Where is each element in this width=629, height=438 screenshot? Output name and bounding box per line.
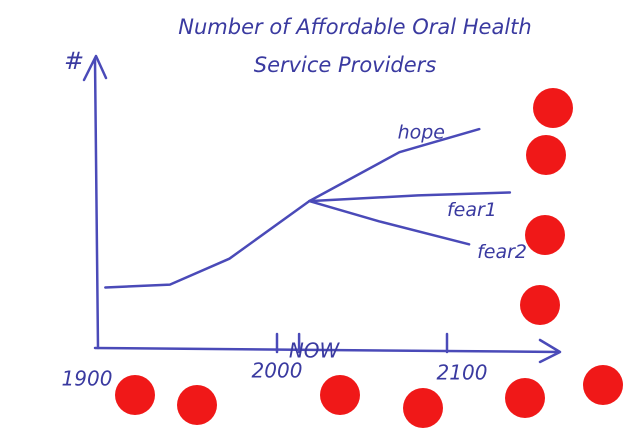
chart-title: Number of Affordable Oral Health bbox=[178, 15, 531, 39]
line bbox=[308, 191, 512, 203]
sticker bbox=[403, 388, 443, 428]
sticker bbox=[526, 135, 566, 175]
sticker bbox=[320, 375, 360, 415]
line bbox=[104, 199, 311, 289]
x-tick-label: 2000 bbox=[252, 359, 303, 383]
series-label: hope bbox=[398, 122, 445, 144]
sticker bbox=[115, 375, 155, 415]
sticker bbox=[583, 365, 623, 405]
sticker bbox=[533, 88, 573, 128]
x-axis bbox=[93, 338, 562, 364]
x-tick-label: 2100 bbox=[437, 361, 488, 385]
series-label: fear2 bbox=[477, 241, 527, 263]
chart-subtitle: Service Providers bbox=[254, 53, 437, 77]
sticker bbox=[525, 215, 565, 255]
y-axis bbox=[82, 54, 108, 350]
sticker bbox=[505, 378, 545, 418]
sticker bbox=[520, 285, 560, 325]
line bbox=[308, 199, 471, 246]
y-axis-label: # bbox=[64, 47, 84, 75]
x-tick-label: NOW bbox=[289, 339, 341, 363]
stickers bbox=[115, 88, 623, 428]
series-label: fear1 bbox=[447, 199, 497, 221]
x-tick-label: 1900 bbox=[62, 367, 113, 391]
sticker bbox=[177, 385, 217, 425]
line bbox=[308, 127, 481, 203]
